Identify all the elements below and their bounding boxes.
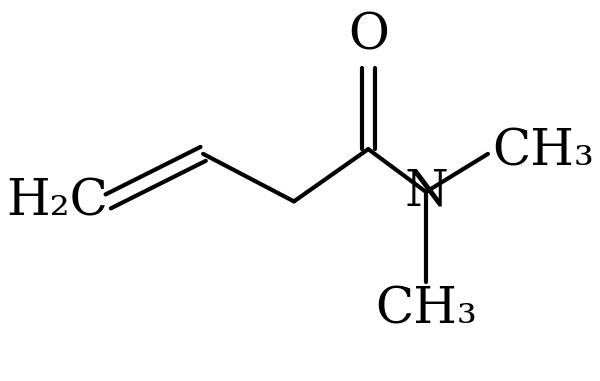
Text: CH₃: CH₃ bbox=[492, 127, 594, 177]
Text: O: O bbox=[348, 11, 389, 61]
Text: CH₃: CH₃ bbox=[375, 285, 477, 335]
Text: N: N bbox=[404, 167, 448, 217]
Text: H₂C: H₂C bbox=[7, 177, 108, 226]
